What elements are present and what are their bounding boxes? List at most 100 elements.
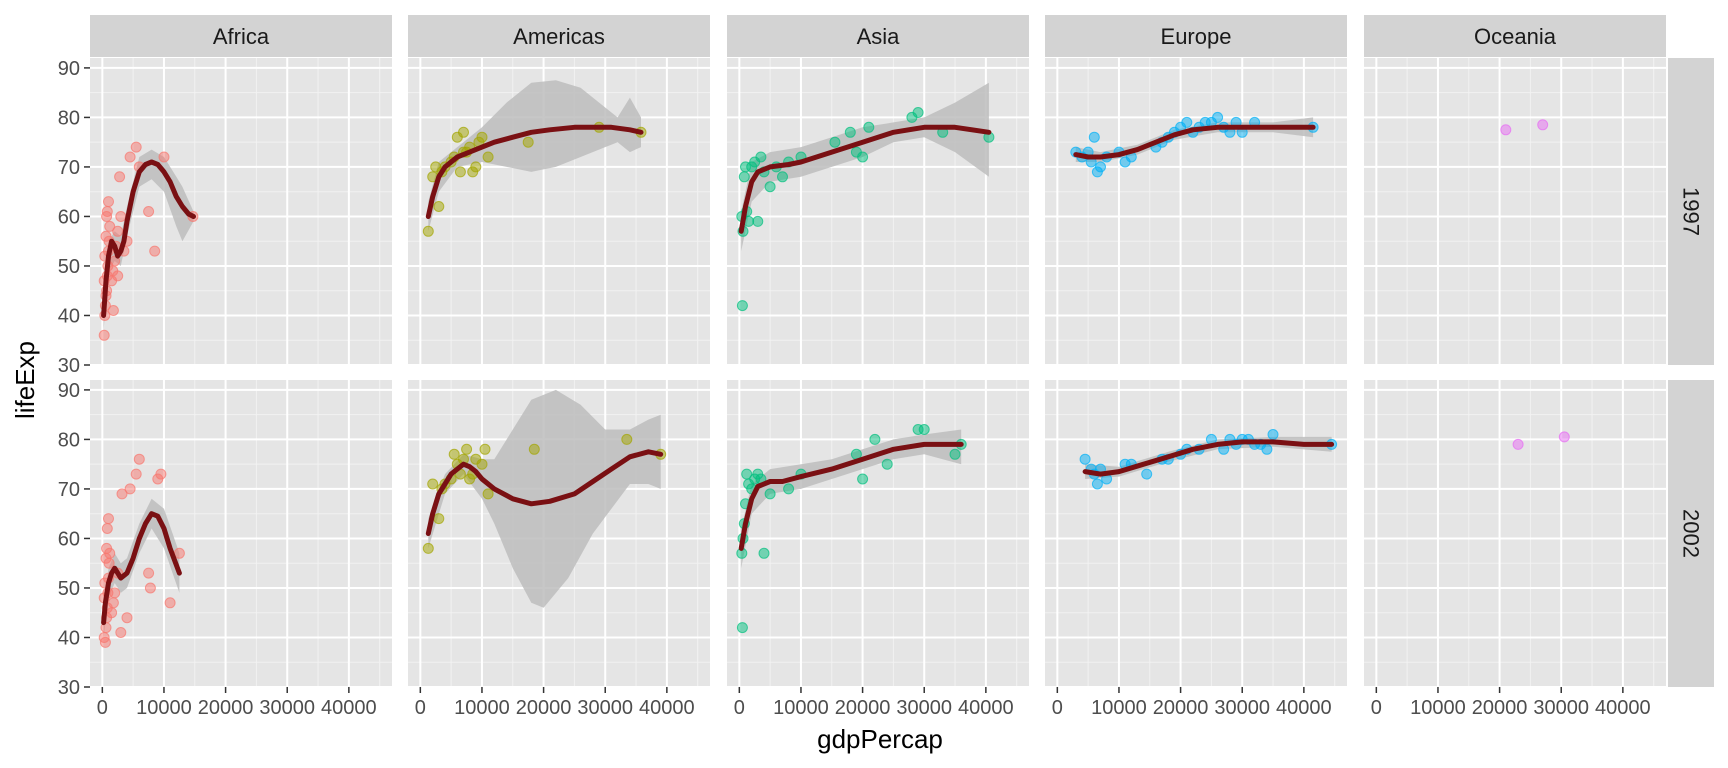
- data-point: [101, 523, 113, 534]
- panel-asia-2002: [727, 380, 1029, 688]
- data-point: [844, 126, 856, 138]
- data-point: [164, 597, 176, 609]
- smooth-line: [101, 511, 182, 626]
- panel-background: [1364, 380, 1666, 687]
- data-point: [482, 488, 494, 500]
- facet-label-europe: Europe: [1161, 24, 1232, 49]
- x-tick-label: 10000: [773, 697, 829, 719]
- x-tick-label: 20000: [516, 697, 572, 719]
- x-tick-label: 0: [1052, 697, 1063, 719]
- panel-americas-1997: [408, 58, 710, 366]
- facet-label-1997: 1997: [1679, 187, 1704, 236]
- data-point: [104, 220, 116, 232]
- data-point: [103, 513, 114, 525]
- data-point: [130, 141, 142, 153]
- data-point: [101, 542, 113, 554]
- data-point: [112, 270, 124, 282]
- x-tick-label: 10000: [1091, 697, 1147, 719]
- data-point: [422, 225, 434, 237]
- data-point: [522, 136, 534, 148]
- data-point: [1558, 431, 1570, 443]
- data-point: [130, 468, 142, 480]
- panel-background: [90, 380, 392, 687]
- x-tick-label: 0: [97, 697, 108, 719]
- y-tick-label: 60: [58, 206, 80, 228]
- panel-africa-1997: [90, 58, 392, 366]
- data-point: [949, 448, 961, 460]
- y-tick-label: 50: [58, 256, 80, 278]
- data-point: [98, 329, 110, 341]
- panel-background: [727, 380, 1029, 687]
- panel-oceania-1997: [1364, 58, 1666, 366]
- data-point: [121, 612, 133, 624]
- data-point: [133, 453, 145, 465]
- data-point: [144, 582, 156, 594]
- panel-asia-1997: [727, 58, 1029, 366]
- data-point: [149, 245, 161, 257]
- data-point: [764, 181, 776, 193]
- confidence-ribbon: [103, 149, 194, 331]
- data-point: [738, 171, 750, 183]
- y-axis-title: lifeExp: [10, 341, 40, 419]
- data-point: [143, 567, 155, 579]
- confidence-ribbon: [428, 389, 661, 608]
- y-tick-label: 30: [58, 355, 80, 377]
- confidence-ribbon: [103, 498, 180, 638]
- smooth-line: [425, 124, 644, 219]
- data-point: [912, 107, 924, 118]
- x-tick-label: 20000: [1153, 697, 1209, 719]
- x-tick-label: 0: [734, 697, 745, 719]
- smooth-line: [101, 159, 196, 318]
- panel-background: [90, 58, 392, 365]
- y-tick-label: 50: [58, 578, 80, 600]
- data-point: [112, 225, 124, 237]
- facet-label-africa: Africa: [213, 24, 270, 49]
- smooth-line: [1073, 124, 1316, 160]
- data-point: [114, 171, 126, 183]
- x-tick-label: 20000: [198, 697, 254, 719]
- facet-label-oceania: Oceania: [1474, 24, 1557, 49]
- x-tick-label: 30000: [1214, 697, 1270, 719]
- data-point: [528, 443, 540, 455]
- data-point: [869, 433, 881, 445]
- data-point: [1261, 443, 1273, 455]
- x-tick-label: 30000: [1533, 697, 1589, 719]
- x-tick-label: 0: [1371, 697, 1382, 719]
- data-point: [99, 636, 111, 648]
- smooth-line: [425, 449, 664, 536]
- y-tick-label: 80: [58, 429, 80, 451]
- data-point: [1141, 468, 1153, 480]
- x-tick-label: 30000: [259, 697, 315, 719]
- facet-strip-americas: [408, 15, 710, 57]
- data-point: [857, 473, 869, 485]
- data-point: [1088, 131, 1100, 143]
- data-point: [109, 587, 121, 599]
- y-tick-label: 70: [58, 157, 80, 179]
- facet-strip-1997: [1668, 58, 1714, 365]
- x-tick-label: 40000: [321, 697, 377, 719]
- data-point: [124, 483, 136, 495]
- x-tick-label: 40000: [1595, 697, 1651, 719]
- data-point: [427, 478, 439, 490]
- facet-label-asia: Asia: [857, 24, 901, 49]
- data-point: [1079, 453, 1091, 465]
- y-tick-label: 80: [58, 107, 80, 129]
- data-point: [482, 151, 494, 163]
- panel-oceania-2002: [1364, 380, 1666, 688]
- data-point: [758, 547, 770, 559]
- panel-africa-2002: [90, 380, 392, 688]
- facet-strip-africa: [90, 15, 392, 57]
- data-point: [829, 136, 841, 148]
- data-point: [1212, 111, 1224, 123]
- y-tick-label: 60: [58, 528, 80, 550]
- data-point: [764, 488, 776, 500]
- facet-strip-europe: [1045, 15, 1347, 57]
- x-tick-label: 0: [415, 697, 426, 719]
- data-point: [454, 166, 466, 178]
- facet-label-2002: 2002: [1679, 509, 1704, 558]
- smooth-line: [738, 441, 964, 551]
- data-point: [1181, 116, 1193, 128]
- data-point: [736, 622, 748, 634]
